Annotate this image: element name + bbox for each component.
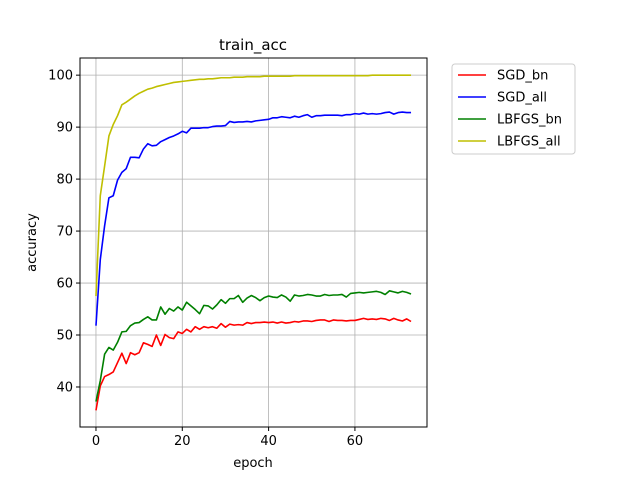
- y-tick-label: 80: [56, 173, 73, 188]
- x-tick-label: 20: [174, 434, 191, 449]
- x-tick-label: 60: [347, 434, 364, 449]
- axis-ticks: 0 20 40 60 40 50 60 70 80 90 100: [48, 69, 363, 449]
- y-tick-label: 40: [56, 380, 73, 395]
- y-axis-title: accuracy: [25, 213, 40, 272]
- x-axis-title: epoch: [233, 456, 273, 471]
- y-tick-label: 70: [56, 225, 73, 240]
- x-tick-label: 40: [260, 434, 277, 449]
- plot-frame: [79, 57, 428, 428]
- legend: SGD_bn SGD_all LBFGS_bn LBFGS_all: [451, 63, 576, 155]
- legend-entries: SGD_bn SGD_all LBFGS_bn LBFGS_all: [458, 69, 562, 150]
- series-layer: [95, 74, 412, 411]
- chart-title: train_acc: [219, 36, 287, 55]
- legend-box: [451, 63, 576, 155]
- x-tick-label: 0: [92, 434, 100, 449]
- legend-label: SGD_bn: [497, 69, 548, 84]
- legend-label: LBFGS_all: [497, 135, 561, 150]
- series-line-lbfgs-bn: [95, 290, 412, 402]
- series-line-lbfgs-all: [95, 74, 412, 297]
- series-line-sgd-bn: [95, 317, 412, 411]
- legend-label: SGD_all: [497, 91, 547, 106]
- y-tick-label: 90: [56, 121, 73, 136]
- y-tick-label: 50: [56, 329, 73, 344]
- y-tick-label: 60: [56, 277, 73, 292]
- series-line-sgd-all: [95, 111, 412, 326]
- legend-label: LBFGS_bn: [497, 113, 562, 128]
- y-tick-label: 100: [48, 69, 73, 84]
